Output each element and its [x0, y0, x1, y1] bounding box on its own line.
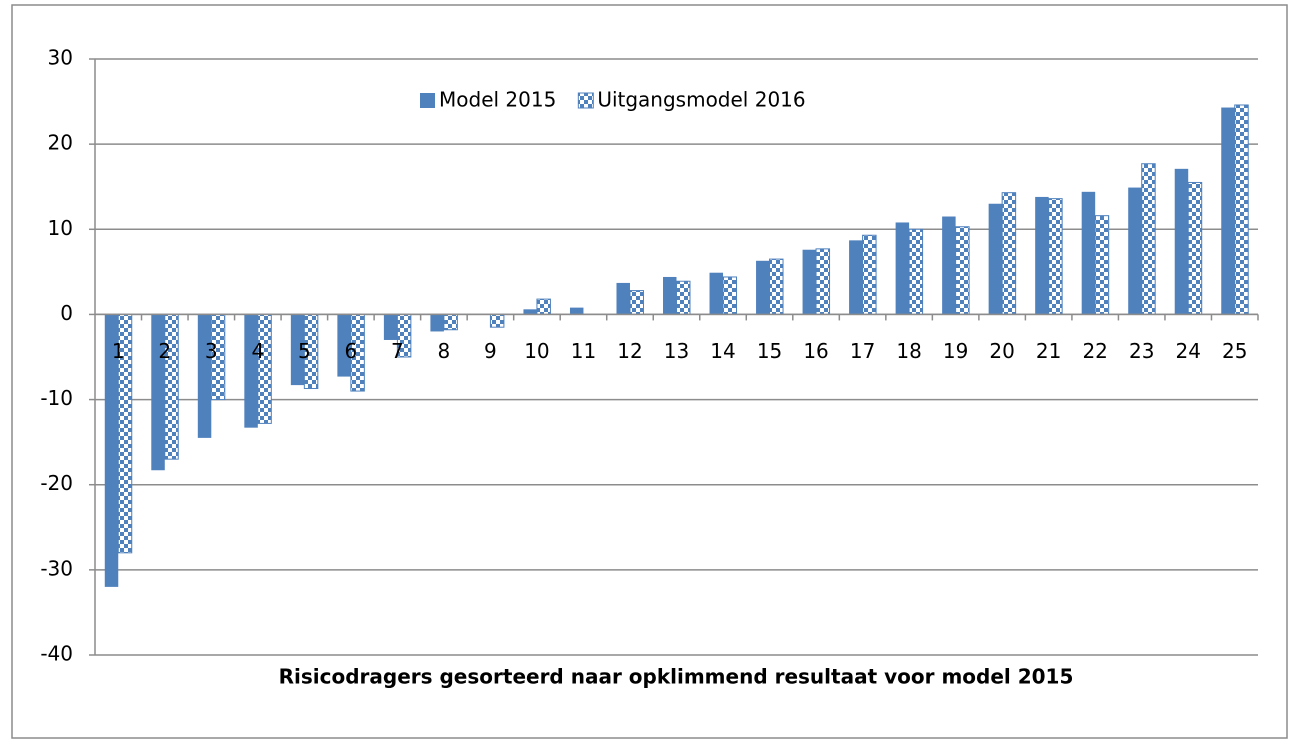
bar: [536, 298, 551, 315]
bar: [1221, 107, 1235, 315]
x-tick-label: 3: [205, 339, 218, 363]
y-tick-label: 10: [48, 216, 73, 240]
x-tick-label: 23: [1129, 339, 1154, 363]
x-tick-label: 8: [438, 339, 451, 363]
bar: [1141, 163, 1156, 315]
x-tick-label: 7: [391, 339, 404, 363]
legend-label: Model 2015: [439, 88, 556, 112]
bar: [709, 272, 724, 315]
bar: [244, 314, 258, 428]
y-tick-label: -30: [40, 556, 73, 580]
x-tick-label: 1: [112, 339, 125, 363]
x-tick-label: 14: [710, 339, 735, 363]
bar: [942, 216, 956, 315]
y-tick-label: -40: [40, 642, 73, 666]
bar: [1174, 168, 1189, 315]
bar: [523, 309, 537, 315]
bar: [955, 226, 970, 315]
bar: [489, 313, 505, 328]
bar: [629, 290, 644, 315]
bar: [257, 313, 272, 424]
x-tick-label: 9: [484, 339, 497, 363]
x-tick-label: 18: [896, 339, 921, 363]
bar: [616, 282, 630, 315]
legend-label: Uitgangsmodel 2016: [597, 88, 805, 112]
bar: [722, 276, 738, 315]
x-tick-label: 16: [803, 339, 828, 363]
bar: [1128, 187, 1142, 315]
bar: [663, 276, 677, 315]
bar: [569, 307, 584, 315]
y-tick-label: -10: [40, 386, 73, 410]
legend-swatch: [420, 93, 435, 108]
bar: [802, 249, 817, 315]
y-tick-label: -20: [40, 471, 73, 495]
bar: [1035, 196, 1049, 315]
x-tick-label: 10: [524, 339, 549, 363]
x-tick-label: 20: [989, 339, 1014, 363]
bar: [197, 314, 212, 438]
bar: [151, 314, 165, 471]
bar: [383, 314, 398, 340]
x-tick-label: 11: [571, 339, 596, 363]
bar: [988, 203, 1003, 315]
bar: [290, 314, 305, 386]
y-tick-label: 20: [48, 131, 73, 155]
x-axis-title: Risicodragers gesorteerd naar opklimmend…: [279, 665, 1074, 689]
x-tick-label: 21: [1036, 339, 1061, 363]
x-tick-label: 5: [298, 339, 311, 363]
x-tick-label: 17: [850, 339, 875, 363]
bar: [430, 314, 444, 332]
y-tick-label: 30: [48, 46, 73, 70]
bar: [443, 313, 458, 331]
bar: [895, 222, 910, 315]
bar: [862, 234, 877, 315]
x-tick-label: 22: [1082, 339, 1107, 363]
bar: [769, 258, 784, 315]
bar: [1081, 191, 1096, 315]
bar: [676, 280, 691, 315]
x-tick-label: 6: [344, 339, 357, 363]
bar: [756, 260, 770, 315]
x-tick-label: 24: [1175, 339, 1200, 363]
bar: [164, 313, 179, 460]
y-tick-label: 0: [60, 301, 73, 325]
x-tick-label: 13: [664, 339, 689, 363]
bar: [849, 240, 863, 315]
bar: [1094, 215, 1110, 315]
x-tick-label: 19: [943, 339, 968, 363]
x-tick-label: 12: [617, 339, 642, 363]
x-tick-label: 25: [1222, 339, 1247, 363]
x-tick-label: 15: [757, 339, 782, 363]
bar: [1001, 192, 1017, 315]
legend-swatch: [577, 92, 594, 109]
bar: [1187, 181, 1203, 315]
bar: [337, 314, 351, 377]
x-tick-label: 4: [251, 339, 264, 363]
bar: [815, 248, 831, 315]
x-tick-label: 2: [158, 339, 171, 363]
bar: [908, 228, 924, 315]
bar: [1048, 198, 1063, 315]
bar: [104, 314, 119, 587]
bar: [1234, 104, 1249, 315]
